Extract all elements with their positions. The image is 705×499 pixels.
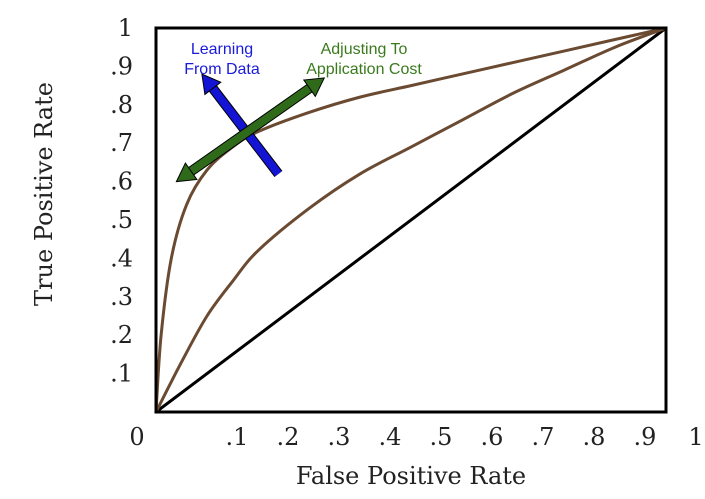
- annotation-label-line: Adjusting To: [321, 41, 408, 58]
- y-tick-labels: .1 .2 .3 .4 .5 .6 .7 .8 .9 1: [110, 14, 133, 388]
- x-tick-label: .8: [583, 423, 606, 451]
- x-axis-title: False Positive Rate: [296, 462, 526, 490]
- annotation-arrowhead-2b: [175, 162, 198, 183]
- y-tick-label: .4: [110, 244, 133, 272]
- x-tick-label: .5: [430, 423, 453, 451]
- y-tick-label: 1: [118, 14, 133, 42]
- annotation-label-1: Learning From Data: [184, 41, 260, 78]
- annotation-label-2: Adjusting To Application Cost: [306, 41, 422, 78]
- annotation-labels: Learning From Data Adjusting To Application…: [184, 41, 422, 78]
- plot-series: [154, 26, 668, 414]
- x-tick-label: .4: [379, 423, 402, 451]
- x-tick-labels: 0 .1 .2 .3 .4 .5 .6 .7 .8 .9 1: [129, 423, 703, 451]
- x-tick-label: .1: [226, 423, 249, 451]
- annotation-label-line: Application Cost: [306, 61, 422, 78]
- y-tick-label: .3: [110, 283, 133, 311]
- annotation-arrows: [175, 73, 326, 183]
- x-tick-label: 1: [688, 423, 703, 451]
- y-tick-label: .8: [110, 91, 133, 119]
- y-tick-label: .1: [110, 360, 133, 388]
- x-tick-label: .3: [328, 423, 351, 451]
- y-axis-title: True Positive Rate: [30, 82, 58, 306]
- series-line-3: [154, 26, 668, 414]
- annotation-arrowhead-2: [302, 77, 326, 98]
- annotation-arrowhead-1: [201, 73, 222, 96]
- x-tick-label: .2: [277, 423, 300, 451]
- x-tick-label: 0: [129, 423, 144, 451]
- x-tick-label: .9: [634, 423, 657, 451]
- y-tick-label: .6: [110, 168, 133, 196]
- annotation-arrow-2: [185, 82, 316, 177]
- series-line-2: [154, 26, 668, 414]
- y-tick-label: .7: [110, 129, 133, 157]
- annotation-label-line: From Data: [184, 61, 260, 78]
- x-tick-label: .6: [481, 423, 504, 451]
- annotation-label-line: Learning: [191, 41, 253, 58]
- y-tick-label: .5: [110, 206, 133, 234]
- plot-frame: [154, 26, 668, 414]
- y-tick-label: .9: [110, 52, 133, 80]
- y-tick-label: .2: [110, 321, 133, 349]
- x-tick-label: .7: [532, 423, 555, 451]
- series-line-1: [154, 26, 668, 414]
